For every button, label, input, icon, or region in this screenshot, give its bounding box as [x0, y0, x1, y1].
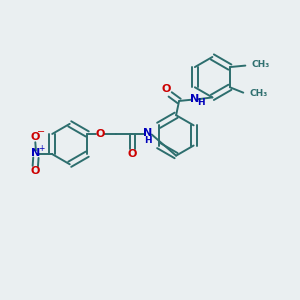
Text: N: N [190, 94, 199, 104]
Text: CH₃: CH₃ [252, 60, 270, 69]
Text: O: O [128, 149, 137, 159]
Text: N: N [31, 148, 40, 158]
Text: CH₃: CH₃ [250, 89, 268, 98]
Text: H: H [144, 136, 152, 145]
Text: +: + [38, 144, 44, 153]
Text: −: − [37, 127, 45, 137]
Text: O: O [161, 84, 170, 94]
Text: N: N [143, 128, 152, 138]
Text: O: O [95, 129, 104, 139]
Text: O: O [31, 132, 40, 142]
Text: O: O [31, 166, 40, 176]
Text: H: H [197, 98, 205, 107]
